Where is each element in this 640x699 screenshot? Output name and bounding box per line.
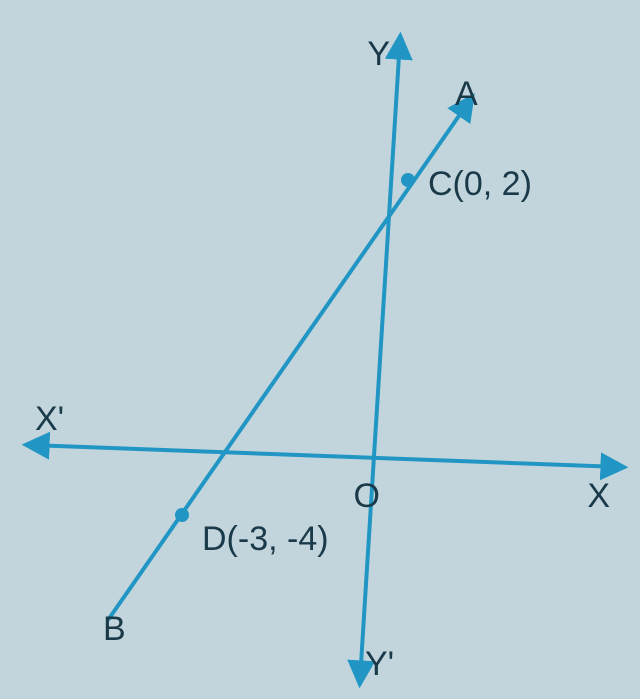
coordinate-diagram: Y Y' X X' A B C(0, 2) D(-3, -4) O bbox=[0, 0, 640, 699]
label-y-prime: Y' bbox=[365, 645, 394, 683]
label-x-prime: X' bbox=[35, 400, 64, 438]
background bbox=[0, 0, 640, 699]
label-o: O bbox=[354, 477, 380, 515]
label-x: X bbox=[587, 477, 610, 515]
label-c: C(0, 2) bbox=[428, 165, 532, 203]
label-a: A bbox=[455, 75, 478, 113]
point-c bbox=[401, 173, 415, 187]
point-d bbox=[175, 508, 189, 522]
label-b: B bbox=[103, 610, 126, 648]
label-d: D(-3, -4) bbox=[202, 520, 329, 558]
label-y: Y bbox=[367, 35, 390, 73]
